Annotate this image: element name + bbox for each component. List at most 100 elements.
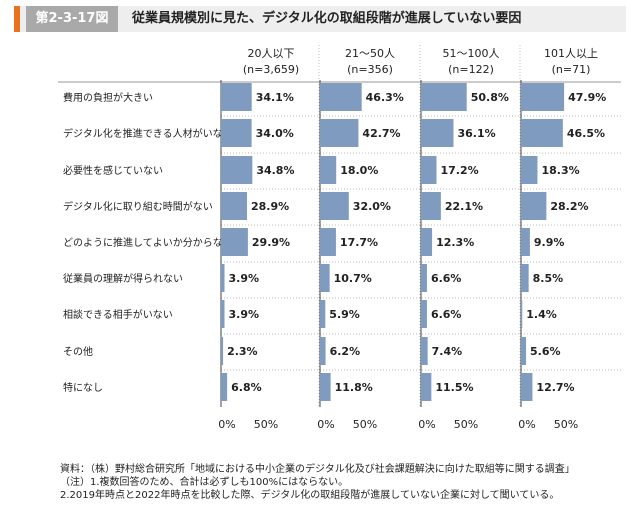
panel-sample-size: (n=122) [448, 63, 494, 76]
category-label: デジタル化に取り組む時間がない [63, 200, 213, 213]
bar [521, 192, 547, 220]
bar [320, 119, 359, 147]
bar-value-label: 17.2% [440, 164, 478, 177]
bar [421, 337, 428, 365]
bar-value-label: 36.1% [457, 127, 495, 140]
bar [320, 300, 326, 328]
bar [421, 156, 437, 184]
bar [521, 83, 565, 111]
bar-value-label: 28.9% [251, 200, 289, 213]
bar-value-label: 6.8% [231, 381, 262, 394]
category-label: 費用の負担が大きい [63, 91, 153, 104]
bar-value-label: 47.9% [568, 91, 606, 104]
bar [421, 119, 454, 147]
bar-value-label: 3.9% [229, 308, 260, 321]
x-tick-label: 50% [353, 418, 377, 431]
bar [221, 119, 252, 147]
x-tick-label: 50% [254, 418, 278, 431]
bar-value-label: 34.1% [256, 91, 294, 104]
bar [320, 228, 336, 256]
bar [221, 337, 224, 365]
header-accent-bar [14, 6, 20, 32]
bar [320, 83, 362, 111]
bar-value-label: 2.3% [227, 345, 258, 358]
bar-value-label: 9.9% [534, 236, 565, 249]
category-label: 相談できる相手がいない [63, 308, 173, 321]
bar-value-label: 8.5% [533, 272, 564, 285]
bar [221, 373, 228, 401]
bar [221, 300, 225, 328]
bar-value-label: 6.2% [330, 345, 361, 358]
bar [320, 156, 337, 184]
bar [521, 228, 530, 256]
bar-value-label: 22.1% [445, 200, 483, 213]
category-label: 特になし [63, 382, 103, 394]
bar [221, 192, 248, 220]
figure-title: 従業員規模別に見た、デジタル化の取組段階が進展していない要因 [132, 11, 522, 26]
x-tick-label: 0% [317, 418, 334, 431]
bar [421, 228, 433, 256]
bar [521, 300, 523, 328]
x-tick-label: 0% [518, 418, 535, 431]
bar-chart: 費用の負担が大きいデジタル化を推進できる人材がいない必要性を感じていないデジタル… [58, 45, 621, 431]
bar-value-label: 7.4% [432, 345, 463, 358]
category-label: 従業員の理解が得られない [63, 272, 183, 285]
bar [421, 264, 427, 292]
bar [521, 264, 529, 292]
panel-sample-size: (n=356) [347, 63, 393, 76]
panel-title: 51～100人 [443, 47, 500, 60]
figure-id: 第2-3-17図 [26, 6, 118, 32]
figure-header: 第2-3-17図 従業員規模別に見た、デジタル化の取組段階が進展していない要因 [14, 6, 626, 32]
bar-value-label: 34.0% [256, 127, 294, 140]
bar-value-label: 6.6% [431, 272, 462, 285]
bar [221, 156, 253, 184]
note-2: 2.2019年時点と2022年時点を比較した際、デジタル化の取組段階が進展してい… [60, 490, 560, 501]
bar-value-label: 46.5% [567, 127, 605, 140]
bar-value-label: 5.9% [329, 308, 360, 321]
source-notes: 資料：（株）野村総合研究所「地域における中小企業のデジタル化及び社会課題解決に向… [60, 463, 575, 502]
bar-value-label: 18.3% [541, 164, 579, 177]
bar [521, 373, 533, 401]
bar-value-label: 11.5% [435, 381, 473, 394]
bar-value-label: 12.7% [536, 381, 574, 394]
bar-value-label: 11.8% [335, 381, 373, 394]
bar-value-label: 34.8% [256, 164, 294, 177]
bar-value-label: 6.6% [431, 308, 462, 321]
category-label: 必要性を感じていない [63, 164, 163, 177]
bar [221, 264, 225, 292]
bar-value-label: 18.0% [340, 164, 378, 177]
panel-sample-size: (n=3,659) [243, 63, 299, 76]
x-tick-label: 0% [418, 418, 435, 431]
bar [421, 83, 467, 111]
bar-value-label: 17.7% [340, 236, 378, 249]
bar-value-label: 12.3% [436, 236, 474, 249]
bar [521, 156, 538, 184]
bar [421, 192, 441, 220]
x-tick-label: 50% [454, 418, 478, 431]
category-label: その他 [63, 345, 93, 358]
bar [320, 264, 330, 292]
panel-title: 21～50人 [345, 47, 395, 60]
bar [221, 83, 252, 111]
bar-value-label: 10.7% [334, 272, 372, 285]
category-label: デジタル化を推進できる人材がいない [63, 127, 233, 140]
bar [320, 192, 349, 220]
bar [521, 337, 527, 365]
note-1: （注）1.複数回答のため、合計は必ずしも100%にはならない。 [60, 477, 349, 488]
bar-value-label: 29.9% [252, 236, 290, 249]
bar-value-label: 3.9% [229, 272, 260, 285]
bar-value-label: 42.7% [362, 127, 400, 140]
bar-value-label: 46.3% [366, 91, 404, 104]
bar [320, 337, 326, 365]
panel-title: 20人以下 [248, 47, 295, 60]
bar-value-label: 5.6% [530, 345, 561, 358]
note-source: 資料：（株）野村総合研究所「地域における中小企業のデジタル化及び社会課題解決に向… [60, 464, 575, 475]
panel-title: 101人以上 [544, 47, 598, 60]
bar-value-label: 1.4% [526, 308, 557, 321]
bar-value-label: 50.8% [471, 91, 509, 104]
x-tick-label: 0% [218, 418, 235, 431]
bar-value-label: 28.2% [550, 200, 588, 213]
bar [221, 228, 248, 256]
bar [320, 373, 331, 401]
category-label: どのように推進してよいか分からない [63, 236, 233, 249]
